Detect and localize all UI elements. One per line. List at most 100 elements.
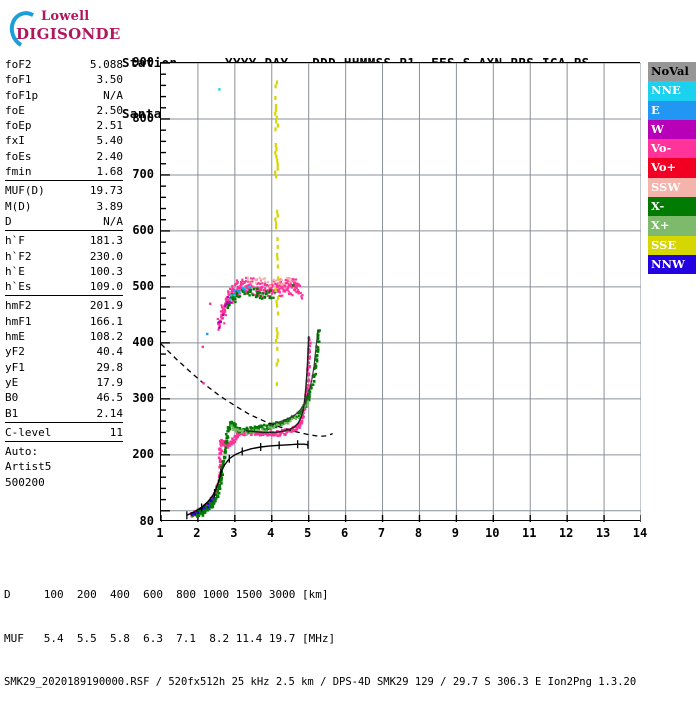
param-row-foe: foE 2.50 [5,103,123,118]
x-axis-label: 11 [521,526,537,540]
echo-point [307,400,310,403]
echo-point [268,295,272,298]
echo-point [275,147,278,151]
echo-point [293,416,297,419]
y-axis-label: 200 [132,446,154,461]
legend-item-sse[interactable]: SSE [648,235,696,255]
legend-item-e[interactable]: E [648,100,696,120]
echo-point [247,431,250,435]
echo-point [274,143,277,147]
echo-point [263,277,266,280]
echo-point [257,289,260,292]
echo-point [244,285,247,288]
echo-point [264,282,267,285]
echo-point [280,431,284,434]
legend-item-nne[interactable]: NNE [648,81,696,101]
echo-point [221,473,224,476]
footer-block: D 100 200 400 600 800 1000 1500 3000 [km… [4,559,636,704]
legend-item-w[interactable]: W [648,119,696,140]
echo-point [304,404,307,407]
echo-point [226,429,229,433]
echo-point [276,423,279,426]
echo-point [297,292,300,295]
echo-point [211,500,214,504]
echo-point [278,291,282,294]
echo-point [218,484,221,487]
echo-point [236,287,239,290]
echo-point [226,296,229,299]
x-axis-label: 4 [267,526,275,540]
echo-point [254,278,257,281]
echo-point [274,96,277,100]
x-axis-label: 7 [377,526,386,540]
echo-point [291,277,294,281]
echo-point [276,335,279,339]
param-key: M(D) [5,199,32,213]
echo-point [274,103,278,108]
legend-item-ssw[interactable]: SSW [648,177,696,198]
echo-point [232,422,235,426]
echo-point [245,280,248,283]
echo-point [256,433,259,436]
echo-point [269,289,272,292]
echo-point [231,295,234,298]
param-row-h-es: h`Es 109.0 [5,279,123,294]
echo-point [308,395,311,399]
echo-point [249,290,252,293]
legend-item-vo[interactable]: Vo- [648,139,696,159]
echo-point [264,283,267,286]
param-value: 108.2 [89,330,123,344]
echo-point [274,217,277,222]
echo-point [217,328,220,331]
echo-point [259,294,262,298]
echo-point [275,382,278,387]
x-axis-label: 12 [558,526,574,540]
param-row-ye: yE 17.9 [5,375,123,390]
echo-point [251,293,255,297]
echo-point [260,292,263,295]
echo-point [295,287,298,290]
param-row-h-e: h`E 100.3 [5,264,123,279]
echo-point [266,294,270,297]
param-value: 230.0 [89,249,123,263]
echo-point [281,428,284,432]
echo-point [209,505,212,508]
param-value: 2.51 [96,119,124,133]
echo-point [290,416,294,419]
echo-point [235,426,239,430]
echo-point [231,298,234,301]
legend-item-x[interactable]: X- [648,197,696,217]
echo-point [315,354,319,357]
echo-point [239,281,243,284]
legend-item-vo[interactable]: Vo+ [648,158,696,178]
echo-point [313,364,317,368]
legend-item-nnw[interactable]: NNW [648,254,696,275]
y-axis-label: 400 [132,334,154,349]
legend-item-x[interactable]: X+ [648,216,696,236]
echo-point [297,290,300,293]
echo-point [306,389,309,392]
echo-point [228,299,231,302]
echo-point [208,507,211,511]
echo-point [262,295,265,298]
echo-point [278,284,281,287]
echo-point [300,421,304,424]
echo-point [246,279,249,282]
echo-point [316,348,320,352]
echo-point [274,107,277,112]
echo-point [278,279,281,282]
ionogram-plot-area[interactable] [160,62,641,522]
echo-point [232,426,235,429]
echo-point [268,424,272,427]
echo-point [255,428,258,431]
echo-point [221,460,225,464]
echo-point [222,455,226,459]
echo-point [301,294,304,297]
legend-item-noval[interactable]: NoVal [648,62,696,82]
echo-point [203,508,207,512]
echo-point [234,298,237,301]
echo-point [281,294,284,297]
echo-point [234,437,238,441]
echo-point [276,358,280,363]
stray-echo-point [201,345,205,349]
